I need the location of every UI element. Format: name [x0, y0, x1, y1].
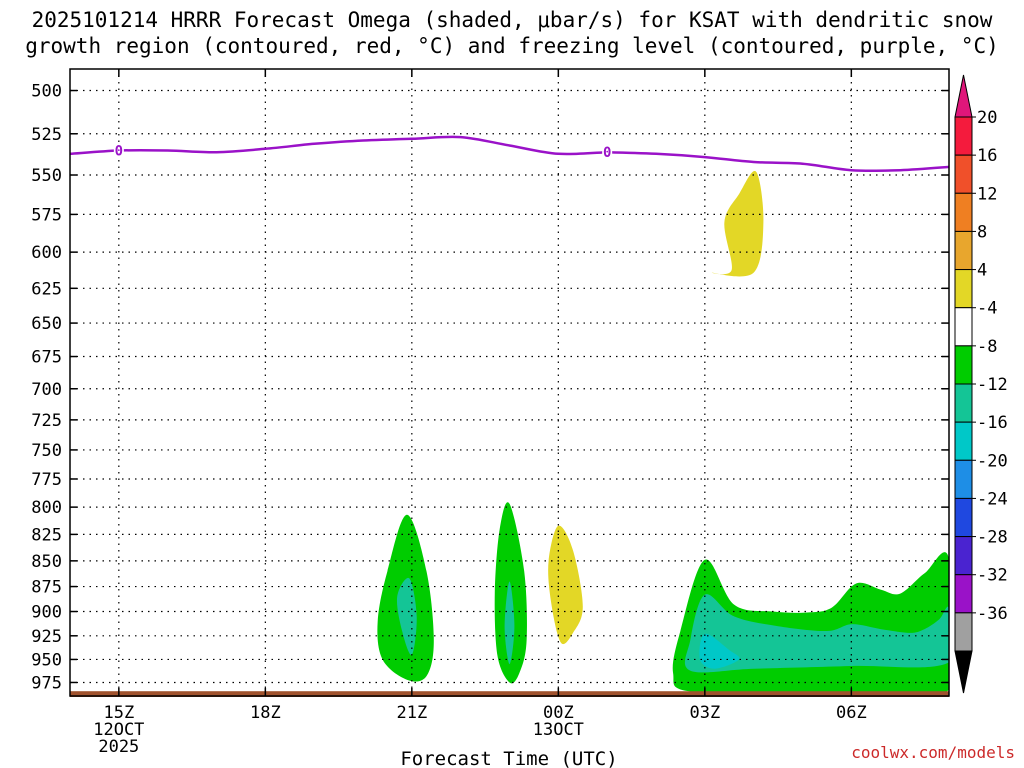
y-tick-label-725: 725	[31, 411, 62, 431]
y-tick-label-575: 575	[31, 205, 62, 225]
colorbar-bottom-arrow	[954, 650, 973, 694]
colorbar-label-4: 4	[977, 261, 987, 281]
colorbar-label-3: 8	[977, 222, 987, 242]
colorbar-label-8: -16	[977, 413, 1008, 433]
plot-frame	[69, 68, 950, 697]
omega-region-rising-layer-03z-inner	[684, 594, 949, 673]
colorbar-swatch-8	[954, 421, 973, 461]
colorbar-swatch-11	[954, 536, 973, 576]
freezing-level-label-bg-1	[602, 145, 613, 160]
colorbar-label-10: -24	[977, 489, 1008, 509]
omega-region-sinking-cell-00z	[548, 525, 583, 645]
y-tick-label-875: 875	[31, 578, 62, 598]
colorbar-swatch-1	[954, 154, 973, 194]
x-tick-label-21Z-0: 21Z	[396, 703, 427, 723]
colorbar-swatch-9	[954, 459, 973, 499]
y-tick-label-500: 500	[31, 82, 62, 102]
y-tick-label-800: 800	[31, 498, 62, 518]
omega-region-rising-core-0230z	[699, 633, 740, 669]
omega-region-rising-plume-23z-inner	[504, 581, 515, 665]
colorbar-label-12: -32	[977, 566, 1008, 586]
y-tick-label-675: 675	[31, 348, 62, 368]
y-tick-label-775: 775	[31, 470, 62, 490]
x-tick-label-00Z-0: 00Z	[543, 703, 574, 723]
y-tick-label-825: 825	[31, 525, 62, 545]
x-tick-label-15Z-0: 15Z	[103, 703, 134, 723]
chart-title-line-2: growth region (contoured, red, °C) and f…	[25, 34, 999, 58]
freezing-level-label-1: 0	[603, 145, 611, 161]
colorbar-swatch-10	[954, 497, 973, 538]
y-tick-label-900: 900	[31, 603, 62, 623]
x-tick-label-15Z-2: 2025	[98, 737, 139, 757]
colorbar-swatch-7	[954, 383, 973, 423]
chart-title-line-1: 2025101214 HRRR Forecast Omega (shaded, …	[31, 8, 993, 32]
colorbar-swatch-2	[954, 192, 973, 232]
x-tick-label-06Z-0: 06Z	[836, 703, 867, 723]
colorbar-swatch-13	[954, 612, 973, 652]
x-tick-label-00Z-1: 13OCT	[533, 720, 584, 740]
colorbar-swatch-5	[954, 307, 973, 347]
y-tick-label-850: 850	[31, 552, 62, 572]
y-tick-label-750: 750	[31, 441, 62, 461]
freezing-level-label-0: 0	[115, 144, 123, 160]
colorbar-label-6: -8	[977, 337, 997, 357]
colorbar-swatch-12	[954, 574, 973, 614]
colorbar-label-2: 12	[977, 184, 997, 204]
x-tick-label-03Z-0: 03Z	[689, 703, 720, 723]
y-tick-label-650: 650	[31, 314, 62, 334]
freezing-level-label-bg-0	[113, 143, 124, 158]
y-tick-label-525: 525	[31, 125, 62, 145]
y-tick-label-550: 550	[31, 166, 62, 186]
y-tick-label-700: 700	[31, 380, 62, 400]
colorbar-label-7: -12	[977, 375, 1008, 395]
ground-terrain-strip	[70, 691, 949, 697]
colorbar-swatch-3	[954, 230, 973, 271]
y-tick-label-950: 950	[31, 650, 62, 670]
colorbar-swatch-4	[954, 269, 973, 309]
freezing-level-line	[70, 135, 949, 173]
colorbar-label-1: 16	[977, 146, 997, 166]
colorbar-label-0: 20	[977, 108, 997, 128]
colorbar-swatch-0	[954, 116, 973, 156]
x-tick-label-18Z-0: 18Z	[250, 703, 281, 723]
credit-link[interactable]: coolwx.com/models	[851, 743, 1015, 762]
colorbar-top-arrow	[954, 74, 973, 118]
y-tick-label-600: 600	[31, 243, 62, 263]
omega-region-sinking-cell-0330z	[711, 171, 764, 277]
colorbar-label-5: -4	[977, 299, 997, 319]
y-tick-label-975: 975	[31, 673, 62, 693]
x-axis-label: Forecast Time (UTC)	[400, 748, 617, 768]
colorbar-swatch-6	[954, 345, 973, 385]
x-tick-label-15Z-1: 12OCT	[93, 720, 144, 740]
colorbar-label-9: -20	[977, 451, 1008, 471]
y-tick-label-925: 925	[31, 627, 62, 647]
y-tick-label-625: 625	[31, 279, 62, 299]
colorbar-label-11: -28	[977, 528, 1008, 548]
colorbar-label-13: -36	[977, 604, 1008, 624]
